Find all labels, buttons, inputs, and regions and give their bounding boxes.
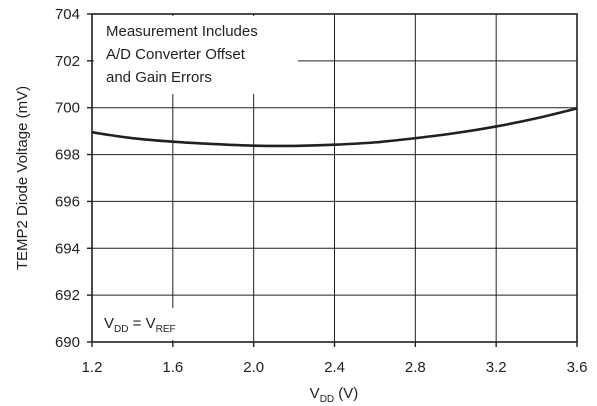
annotation-line-1: Measurement Includes (106, 23, 258, 40)
y-tick-label: 694 (55, 240, 80, 257)
y-tick-label: 692 (55, 287, 80, 304)
x-axis-title: VDD (V) (310, 385, 359, 405)
x-tick-label: 1.2 (82, 359, 103, 376)
x-tick-label: 1.6 (162, 359, 183, 376)
y-tick-label: 696 (55, 193, 80, 210)
y-tick-labels: 704 702 700 698 696 694 692 690 (55, 6, 80, 351)
x-tick-label: 3.2 (486, 359, 507, 376)
tick-marks (87, 13, 578, 347)
condition-box-mask (94, 308, 234, 340)
x-tick-label: 2.0 (243, 359, 264, 376)
y-tick-label: 690 (55, 334, 80, 351)
x-tick-label: 3.6 (567, 359, 588, 376)
x-tick-label: 2.4 (324, 359, 345, 376)
x-tick-label: 2.8 (405, 359, 426, 376)
y-tick-label: 702 (55, 53, 80, 70)
y-tick-label: 700 (55, 100, 80, 117)
condition-text: VDD = VREF (104, 315, 176, 335)
condition-label: VDD = VREF (94, 308, 234, 340)
annotation-line-2: A/D Converter Offset (106, 46, 246, 63)
y-axis-title: TEMP2 Diode Voltage (mV) (14, 86, 31, 270)
y-tick-label: 698 (55, 147, 80, 164)
line-series-diode-voltage (91, 107, 578, 148)
y-tick-label: 704 (55, 6, 80, 23)
annotation-line-3: and Gain Errors (106, 69, 212, 86)
x-tick-labels: 1.2 1.6 2.0 2.4 2.8 3.2 3.6 (82, 359, 588, 376)
grid (92, 14, 577, 342)
annotation-box-mask (94, 16, 298, 94)
annotation-block: Measurement Includes A/D Converter Offse… (94, 16, 298, 94)
